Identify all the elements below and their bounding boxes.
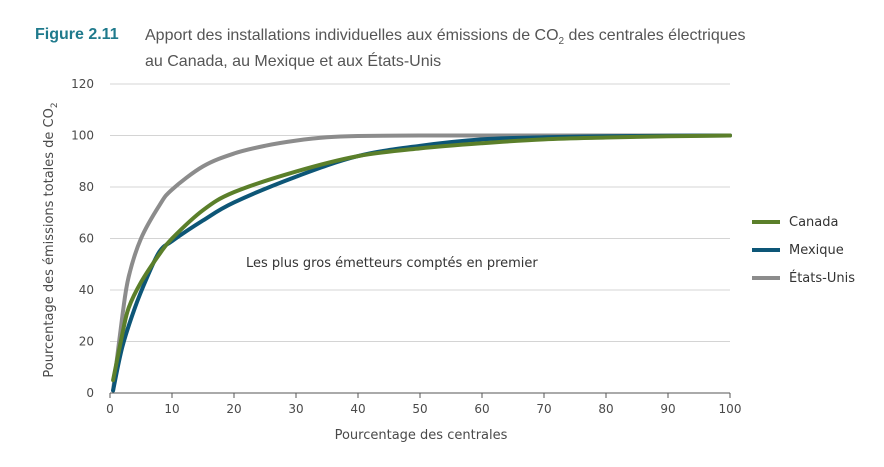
y-tick-label-40: 40 — [79, 283, 94, 297]
series-line-canada — [111, 133, 732, 383]
x-axis-title: Pourcentage des centrales — [335, 428, 508, 443]
x-tick-label-40: 40 — [350, 402, 365, 416]
x-tick-label-80: 80 — [598, 402, 613, 416]
grid-lines — [110, 83, 730, 342]
series-lines — [111, 133, 732, 393]
x-tick-label-60: 60 — [474, 402, 489, 416]
legend-label-etats-unis: États-Unis — [789, 270, 855, 286]
y-axis-title-main: Pourcentage des émissions totales de CO — [42, 108, 57, 377]
x-tick-label-30: 30 — [288, 402, 303, 416]
y-axis-title: Pourcentage des émissions totales de CO2 — [42, 102, 60, 377]
figure-title-part2: des centrales électriques — [564, 27, 746, 44]
figure-title-subscript: 2 — [558, 36, 565, 48]
x-tick-label-0: 0 — [106, 402, 114, 416]
y-tick-label-120: 120 — [71, 77, 94, 91]
y-tick-label-60: 60 — [79, 232, 94, 246]
y-tick-label-20: 20 — [79, 335, 94, 349]
y-tick-label-100: 100 — [71, 129, 94, 143]
y-tick-label-0: 0 — [86, 386, 94, 400]
x-tick-label-100: 100 — [719, 402, 742, 416]
x-tick-label-70: 70 — [536, 402, 551, 416]
legend-label-canada: Canada — [789, 215, 838, 230]
x-tick-label-50: 50 — [412, 402, 427, 416]
x-tick-label-20: 20 — [226, 402, 241, 416]
legend: Canada Mexique États-Unis — [752, 215, 855, 286]
axes: 0 20 40 60 80 100 120 0 10 20 30 40 50 60 70 80 90 100 — [71, 77, 741, 416]
figure-title-part1: Apport des installations individuelles a… — [145, 27, 559, 44]
y-axis-title-subscript: 2 — [50, 102, 60, 108]
series-line-etats-unis — [111, 133, 732, 393]
x-tick-label-90: 90 — [660, 402, 675, 416]
chart-annotation: Les plus gros émetteurs comptés en premi… — [246, 256, 538, 271]
x-tick-label-10: 10 — [164, 402, 179, 416]
y-tick-label-80: 80 — [79, 180, 94, 194]
figure-title: Apport des installations individuelles a… — [145, 26, 805, 72]
figure-label: Figure 2.11 — [35, 26, 119, 43]
legend-label-mexique: Mexique — [789, 243, 844, 258]
figure-title-line2: au Canada, au Mexique et aux États-Unis — [145, 53, 442, 71]
